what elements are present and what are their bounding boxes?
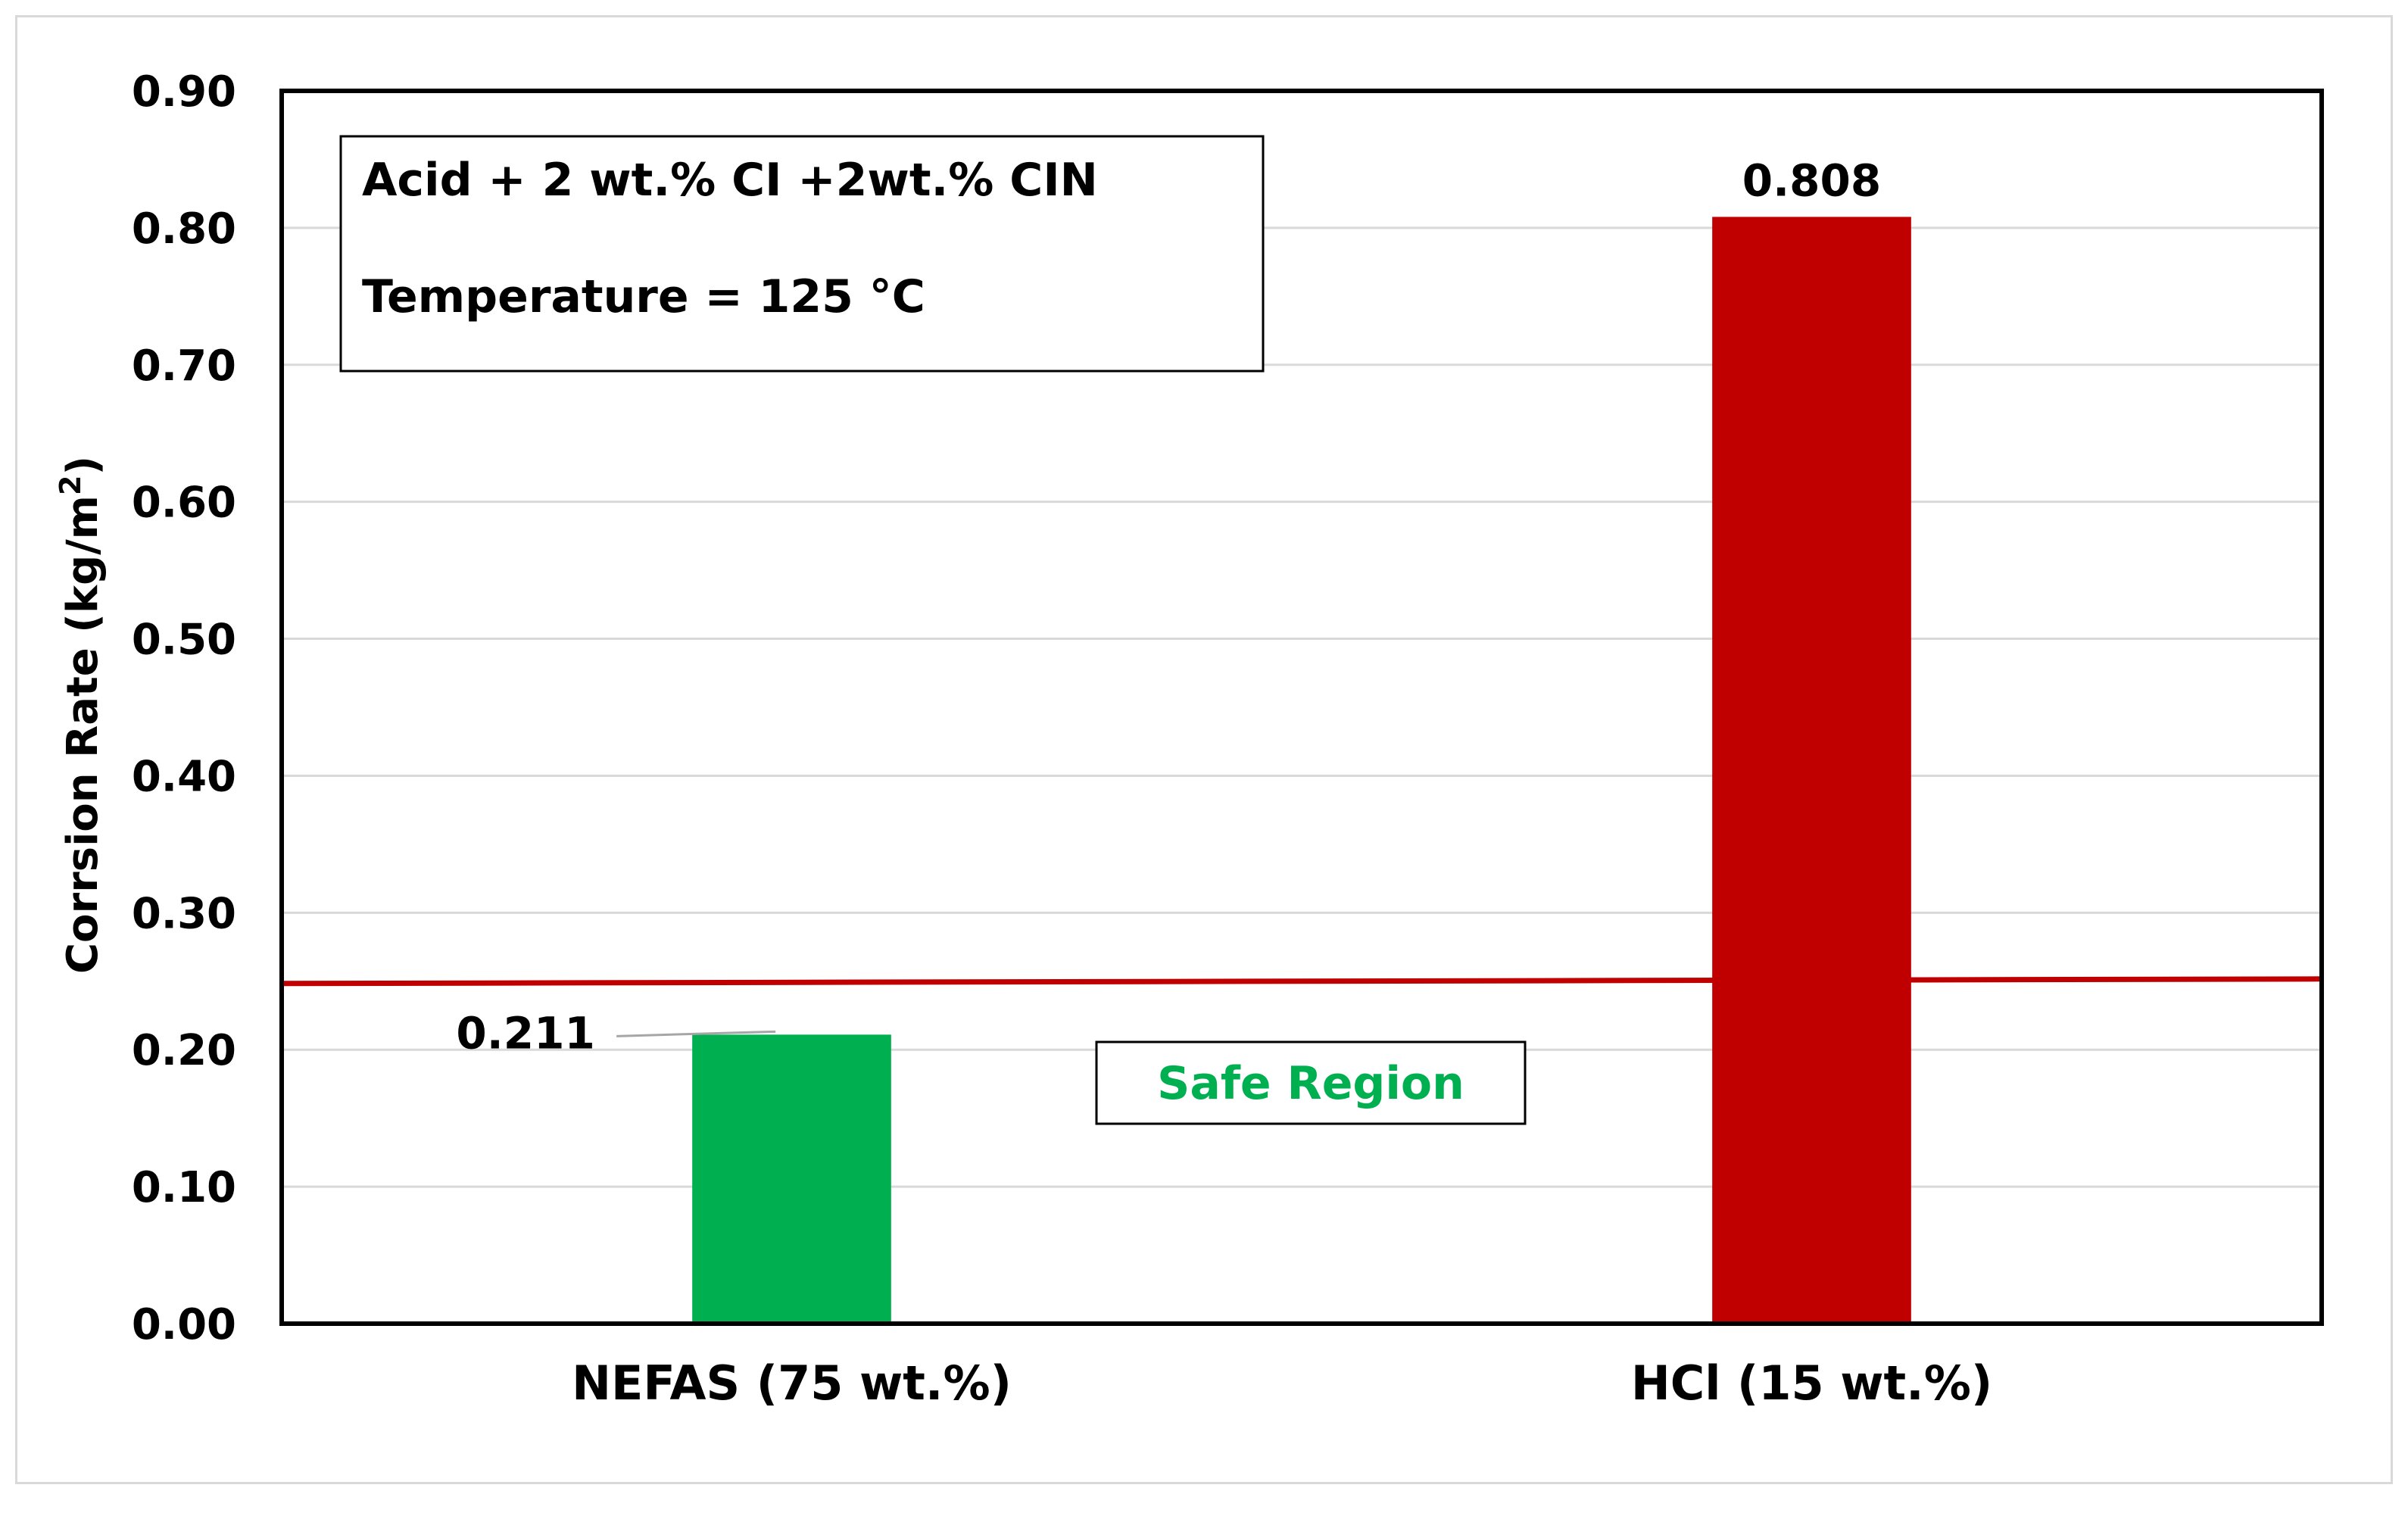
y-tick-label: 0.70 <box>132 342 236 391</box>
annotation-box: Acid + 2 wt.% CI +2wt.% CIN Temperature … <box>339 135 1265 373</box>
y-tick-label: 0.80 <box>132 204 236 254</box>
threshold-line <box>281 976 2322 987</box>
gridlines <box>282 226 2322 1188</box>
y-tick-label: 0.60 <box>132 479 236 528</box>
y-tick-label: 0.40 <box>132 752 236 801</box>
data-labels: 0.211 0.808 <box>456 154 1881 1059</box>
x-category-label: NEFAS (75 wt.%) <box>572 1355 1012 1411</box>
data-label: 0.211 <box>456 1007 594 1059</box>
bar-hcl <box>1712 217 1911 1324</box>
data-label: 0.808 <box>1742 154 1881 206</box>
y-tick-label: 0.00 <box>132 1300 236 1349</box>
y-axis-label: Corrsion Rate (kg/m2) <box>54 456 108 974</box>
y-axis-label-main: Corrsion Rate (kg/m <box>58 495 108 974</box>
safe-region-box-border <box>1095 1040 1527 1125</box>
y-tick-label: 0.50 <box>132 616 236 665</box>
y-tick-label: 0.30 <box>132 889 236 938</box>
x-axis-categories: NEFAS (75 wt.%) HCl (15 wt.%) <box>572 1355 1992 1411</box>
safe-region-box: Safe Region <box>1095 1040 1527 1125</box>
annotation-box-border <box>339 135 1265 373</box>
y-axis-label-close: ) <box>58 456 108 476</box>
data-label-leader-line <box>616 1030 776 1037</box>
y-tick-label: 0.90 <box>132 67 236 117</box>
y-tick-label: 0.20 <box>132 1026 236 1075</box>
annotation-line-acid: Acid + 2 wt.% CI +2wt.% CIN <box>362 154 1098 207</box>
y-axis-ticks: 0.00 0.10 0.20 0.30 0.40 0.50 0.60 0.70 0.80 0.90 <box>132 67 236 1349</box>
y-axis-label-superscript: 2 <box>54 476 87 495</box>
y-tick-label: 0.10 <box>132 1163 236 1212</box>
safe-region-label: Safe Region <box>1157 1057 1464 1110</box>
x-category-label: HCl (15 wt.%) <box>1631 1355 1992 1411</box>
annotation-line-temperature: Temperature = 125 °C <box>362 270 925 323</box>
plot-area-border <box>279 89 2324 1326</box>
bar-nefas <box>692 1034 891 1324</box>
bars <box>692 217 1911 1324</box>
